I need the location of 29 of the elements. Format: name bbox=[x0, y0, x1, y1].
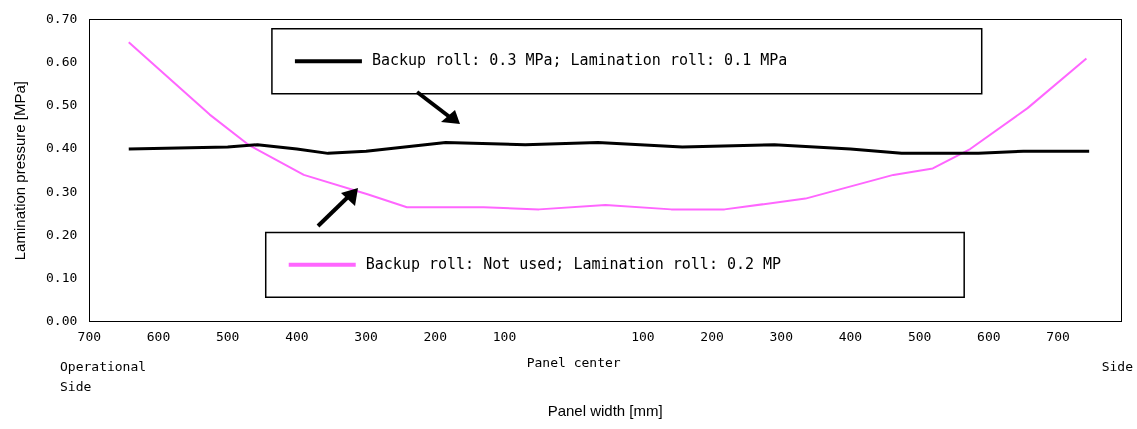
x-axis-title: Panel width [mm] bbox=[547, 402, 663, 420]
y-tick-label: 0.40 bbox=[45, 140, 78, 156]
legend-label: Backup roll: 0.3 MPa; Lamination roll: 0.1 MPa bbox=[371, 51, 788, 70]
y-tick-label: 0.60 bbox=[45, 54, 78, 70]
y-tick-label: 0.10 bbox=[45, 269, 78, 285]
x-tick-label: 200 bbox=[700, 328, 724, 344]
text: Operational Side bbox=[60, 359, 147, 395]
x-tick-label: 400 bbox=[838, 328, 863, 344]
x-tick-label: 300 bbox=[354, 328, 378, 344]
legend-label: Backup roll: Not used; Lamination roll: 0.2 MP bbox=[365, 254, 782, 273]
x-tick-label: 500 bbox=[907, 328, 932, 344]
x-tick-label: 700 bbox=[77, 328, 102, 344]
y-tick-label: 0.00 bbox=[45, 312, 78, 328]
y-tick-label: 0.70 bbox=[45, 11, 78, 27]
x-tick-label: 600 bbox=[146, 328, 171, 344]
y-tick-label: 0.20 bbox=[45, 226, 78, 242]
x-tick-label: 100 bbox=[492, 328, 517, 344]
text: Panel center bbox=[526, 355, 621, 371]
x-tick-label: 100 bbox=[631, 328, 655, 344]
x-tick-label: 500 bbox=[215, 328, 240, 344]
x-tick-label: 300 bbox=[769, 328, 793, 344]
x-tick-label: 200 bbox=[423, 328, 448, 344]
x-tick-label: 700 bbox=[1046, 328, 1070, 344]
y-tick-label: 0.30 bbox=[45, 183, 78, 199]
y-axis-title: Lamination pressure [MPa] bbox=[11, 80, 29, 261]
text: Side bbox=[1101, 359, 1134, 375]
x-tick-label: 400 bbox=[285, 328, 309, 344]
y-tick-label: 0.50 bbox=[45, 97, 78, 113]
x-tick-label: 600 bbox=[977, 328, 1001, 344]
